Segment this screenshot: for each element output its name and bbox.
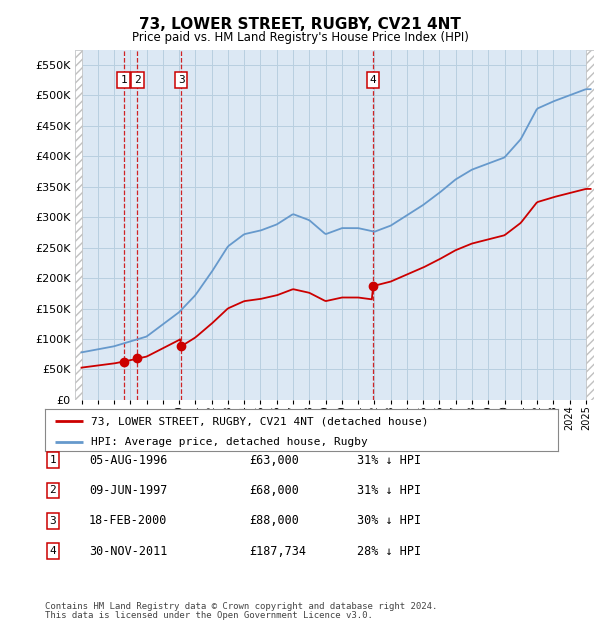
Text: 1: 1 (120, 75, 127, 85)
Text: 30% ↓ HPI: 30% ↓ HPI (357, 515, 421, 527)
Text: Contains HM Land Registry data © Crown copyright and database right 2024.: Contains HM Land Registry data © Crown c… (45, 602, 437, 611)
Text: Price paid vs. HM Land Registry's House Price Index (HPI): Price paid vs. HM Land Registry's House … (131, 31, 469, 44)
Text: 31% ↓ HPI: 31% ↓ HPI (357, 454, 421, 466)
Text: 2: 2 (134, 75, 141, 85)
Text: £63,000: £63,000 (249, 454, 299, 466)
Text: This data is licensed under the Open Government Licence v3.0.: This data is licensed under the Open Gov… (45, 611, 373, 619)
Text: 05-AUG-1996: 05-AUG-1996 (89, 454, 167, 466)
Text: 73, LOWER STREET, RUGBY, CV21 4NT: 73, LOWER STREET, RUGBY, CV21 4NT (139, 17, 461, 32)
Text: 4: 4 (370, 75, 376, 85)
Bar (586, 50, 594, 400)
Text: 73, LOWER STREET, RUGBY, CV21 4NT (detached house): 73, LOWER STREET, RUGBY, CV21 4NT (detac… (91, 416, 428, 426)
Text: £187,734: £187,734 (249, 545, 306, 557)
Text: 28% ↓ HPI: 28% ↓ HPI (357, 545, 421, 557)
Text: 09-JUN-1997: 09-JUN-1997 (89, 484, 167, 497)
Text: 3: 3 (178, 75, 185, 85)
Text: 1: 1 (49, 455, 56, 465)
Text: £68,000: £68,000 (249, 484, 299, 497)
Text: 31% ↓ HPI: 31% ↓ HPI (357, 484, 421, 497)
Text: £88,000: £88,000 (249, 515, 299, 527)
Text: HPI: Average price, detached house, Rugby: HPI: Average price, detached house, Rugb… (91, 437, 368, 447)
Text: 18-FEB-2000: 18-FEB-2000 (89, 515, 167, 527)
Text: 30-NOV-2011: 30-NOV-2011 (89, 545, 167, 557)
Text: 2: 2 (49, 485, 56, 495)
Text: 4: 4 (49, 546, 56, 556)
Text: 3: 3 (49, 516, 56, 526)
Bar (75, 50, 82, 400)
